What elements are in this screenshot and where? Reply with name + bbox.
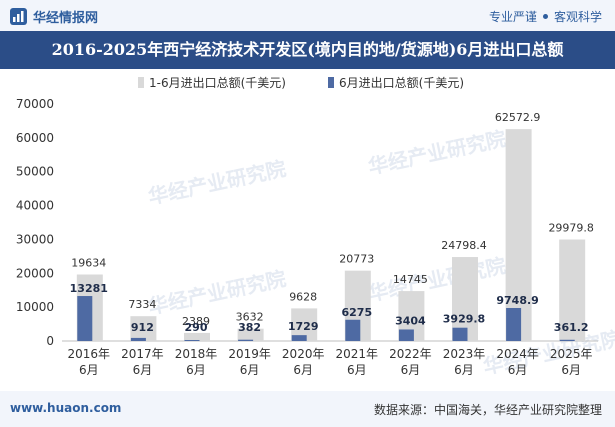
y-tick-label: 30000 xyxy=(16,232,54,246)
slogan-right: 客观科学 xyxy=(553,10,602,24)
x-tick-label: 6月 xyxy=(561,363,581,377)
data-label-series2: 9748.9 xyxy=(496,294,538,307)
footer: www.huaon.com 数据来源：中国海关，华经产业研究院整理 xyxy=(0,391,615,427)
bar-series2 xyxy=(506,307,522,341)
x-tick-label: 6月 xyxy=(133,363,153,377)
watermark-text: 华经产业研究院 xyxy=(146,156,288,209)
data-label-series2: 912 xyxy=(131,321,154,334)
data-label-series2: 290 xyxy=(185,321,208,334)
legend-swatch-2 xyxy=(328,77,334,88)
data-label-series1: 24798.4 xyxy=(441,239,487,252)
legend-swatch-1 xyxy=(138,77,144,88)
data-label-series1: 29979.8 xyxy=(548,221,594,234)
data-label-series2: 13281 xyxy=(70,282,108,295)
x-tick-label: 6月 xyxy=(293,363,313,377)
bar-series2 xyxy=(398,329,414,341)
data-label-series2: 1729 xyxy=(288,320,319,333)
data-label-series2: 3929.8 xyxy=(443,313,485,326)
watermark-text: 华经产业研究院 xyxy=(366,253,508,306)
x-tick-label: 6月 xyxy=(79,363,99,377)
data-source: 数据来源：中国海关，华经产业研究院整理 xyxy=(373,403,602,417)
y-tick-label: 60000 xyxy=(16,131,54,145)
data-label-series1: 2389 xyxy=(182,315,210,328)
website-link[interactable]: www.huaon.com xyxy=(10,401,122,415)
data-label-series1: 19634 xyxy=(71,257,106,270)
x-tick-label: 2025年 xyxy=(550,347,593,361)
data-label-series1: 62572.9 xyxy=(495,111,541,124)
bar-series2 xyxy=(345,319,361,341)
x-tick-label: 2020年 xyxy=(282,347,325,361)
bar-series1 xyxy=(505,129,532,341)
bar-series1 xyxy=(237,328,264,341)
watermark-text: 华经产业研究院 xyxy=(366,126,508,179)
chart-title: 2016-2025年西宁经济技术开发区(境内目的地/货源地)6月进出口总额 xyxy=(51,40,564,59)
bar-series2 xyxy=(452,327,468,341)
data-label-series2: 361.2 xyxy=(554,321,589,334)
slogan-dot-icon xyxy=(542,14,548,19)
y-tick-label: 50000 xyxy=(16,165,54,179)
x-tick-label: 6月 xyxy=(508,363,528,377)
bar-series1 xyxy=(184,332,210,341)
x-tick-label: 6月 xyxy=(454,363,474,377)
title-bar: 2016-2025年西宁经济技术开发区(境内目的地/货源地)6月进出口总额 xyxy=(0,31,615,69)
x-tick-label: 2016年 xyxy=(68,347,111,361)
legend-label-1: 1-6月进出口总额(千美元) xyxy=(149,76,286,90)
brand-logo-icon xyxy=(10,7,27,25)
bar-series2 xyxy=(291,335,307,341)
brand-name: 华经情报网 xyxy=(33,10,99,26)
data-label-series1: 7334 xyxy=(128,298,156,311)
x-tick-label: 6月 xyxy=(186,363,206,377)
slogan: 专业严谨 客观科学 xyxy=(489,8,602,25)
data-label-series1: 14745 xyxy=(393,273,428,286)
bar-series1 xyxy=(130,316,157,341)
bar-series2 xyxy=(77,296,93,341)
data-label-series2: 3404 xyxy=(395,314,426,327)
brand-logo[interactable]: 华经情报网 xyxy=(10,7,99,26)
x-tick-label: 6月 xyxy=(240,363,260,377)
slogan-left: 专业严谨 xyxy=(488,10,537,24)
y-tick-label: 20000 xyxy=(16,266,54,280)
x-tick-label: 6月 xyxy=(347,363,367,377)
x-tick-label: 6月 xyxy=(401,363,421,377)
y-tick-label: 0 xyxy=(46,334,54,348)
x-tick-label: 2017年 xyxy=(121,347,164,361)
bar-series1 xyxy=(559,239,586,341)
y-tick-label: 70000 xyxy=(16,97,54,111)
bar-series1 xyxy=(452,257,478,341)
bar-series2 xyxy=(130,337,146,341)
data-label-series1: 3632 xyxy=(236,311,264,324)
legend-label-2: 6月进出口总额(千美元) xyxy=(339,76,464,90)
watermark-text: 华经产业研究院 xyxy=(146,266,288,319)
bar-series2 xyxy=(184,340,200,341)
bar-series2 xyxy=(238,339,254,341)
x-tick-label: 2024年 xyxy=(496,347,539,361)
top-bar: 华经情报网 专业严谨 客观科学 xyxy=(0,0,615,31)
x-tick-label: 2023年 xyxy=(443,347,486,361)
x-tick-label: 2021年 xyxy=(336,347,379,361)
x-tick-label: 2018年 xyxy=(175,347,218,361)
data-label-series2: 382 xyxy=(238,321,261,334)
y-tick-label: 10000 xyxy=(16,300,54,314)
x-tick-label: 2019年 xyxy=(228,347,271,361)
data-label-series1: 9628 xyxy=(289,290,317,303)
x-tick-label: 2022年 xyxy=(389,347,432,361)
data-label-series2: 6275 xyxy=(341,306,372,319)
data-label-series1: 20773 xyxy=(339,253,374,266)
bar-series2 xyxy=(559,339,575,341)
y-tick-label: 40000 xyxy=(16,199,54,213)
